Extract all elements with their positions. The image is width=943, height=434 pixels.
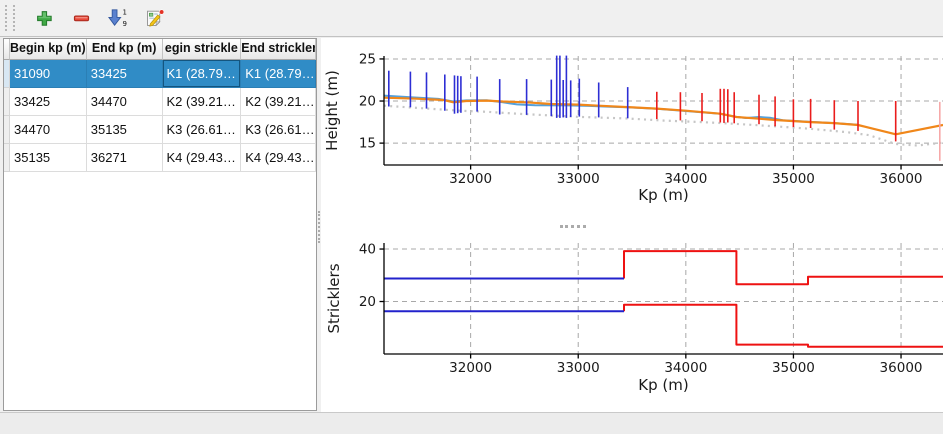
column-header-3[interactable]: End strickler (241, 39, 316, 60)
height-profile-chart: 32000 33000 34000 35000 36000 15 20 25 Kp (m) Hei… (323, 51, 943, 204)
panel-splitter-handle[interactable] (318, 211, 322, 243)
edit-icon (147, 8, 165, 27)
table-cell[interactable]: K1 (28.79… (241, 60, 316, 88)
svg-text:40: 40 (359, 242, 376, 258)
strickler-floodplain-unselected (623, 303, 943, 348)
stricklers-chart: 32000 33000 34000 35000 36000 20 40 Kp (m) Stric… (325, 242, 943, 394)
row-handle[interactable] (4, 144, 10, 172)
grid-lines (384, 56, 943, 165)
x-axis-label: Kp (m) (638, 376, 688, 394)
remove-row-button[interactable] (66, 3, 96, 33)
profile-orange-line (384, 96, 943, 136)
table-cell[interactable]: K4 (29.43… (241, 144, 316, 172)
svg-text:25: 25 (359, 51, 376, 67)
table-cell[interactable]: 34470 (86, 88, 163, 116)
edit-button[interactable] (140, 3, 170, 33)
table-cell[interactable]: 31090 (10, 60, 87, 88)
strickler-main-unselected (623, 250, 943, 286)
svg-text:32000: 32000 (449, 360, 492, 376)
svg-text:20: 20 (359, 94, 376, 110)
table-cell[interactable]: K3 (26.61… (241, 116, 316, 144)
row-handle[interactable] (4, 116, 10, 144)
sort-rows-button[interactable]: 1 9 (103, 3, 133, 33)
sort-numeric-icon: 1 9 (107, 9, 126, 28)
table-cell[interactable]: K3 (26.61… (162, 116, 242, 144)
table-cell[interactable]: K1 (28.79… (162, 60, 242, 88)
cross-sections-unselected (655, 88, 897, 142)
svg-text:33000: 33000 (557, 360, 600, 376)
table-cell[interactable]: K4 (29.43… (162, 144, 242, 172)
svg-text:35000: 35000 (772, 360, 815, 376)
table-row[interactable]: 35135 36271 K4 (29.43… K4 (29.43… (4, 144, 316, 172)
axis-ticks: 32000 33000 34000 35000 36000 20 40 (359, 242, 923, 376)
row-handle[interactable] (4, 60, 10, 88)
table-row[interactable]: 31090 33425 K1 (28.79… K1 (28.79… (4, 60, 316, 88)
x-axis-label: Kp (m) (638, 186, 688, 204)
table-cell[interactable]: 33425 (10, 88, 87, 116)
table-cell[interactable]: 34470 (10, 116, 87, 144)
grid-lines (384, 243, 943, 354)
column-header-2[interactable]: egin strickle (162, 39, 242, 60)
sort-top-number: 1 (122, 9, 126, 17)
table-cell[interactable]: 36271 (86, 144, 163, 172)
charts-panel: 32000 33000 34000 35000 36000 15 20 25 Kp (m) Hei… (321, 38, 943, 412)
axis-spines (383, 243, 943, 355)
toolbar: 1 9 (0, 0, 943, 37)
table-cell[interactable]: K2 (39.21… (241, 88, 316, 116)
charts-canvas: 32000 33000 34000 35000 36000 15 20 25 Kp (m) Hei… (323, 51, 943, 394)
svg-text:35000: 35000 (772, 171, 815, 187)
svg-text:32000: 32000 (449, 171, 492, 187)
add-row-button[interactable] (29, 3, 59, 33)
sort-bottom-number: 9 (122, 20, 126, 28)
svg-text:20: 20 (359, 294, 376, 310)
status-bar (0, 412, 943, 434)
y-axis-label: Stricklers (325, 263, 343, 333)
axis-spines (383, 56, 943, 166)
table-corner[interactable] (4, 39, 10, 60)
table-cell[interactable]: 35135 (10, 144, 87, 172)
axis-ticks: 32000 33000 34000 35000 36000 15 20 25 (359, 51, 923, 187)
svg-text:36000: 36000 (880, 360, 923, 376)
column-header-0[interactable]: Begin kp (m) (10, 39, 87, 60)
svg-text:33000: 33000 (557, 171, 600, 187)
y-axis-label: Height (m) (323, 70, 341, 151)
cross-sections-selected (388, 55, 629, 119)
table-cell[interactable]: K2 (39.21… (162, 88, 242, 116)
svg-text:34000: 34000 (664, 171, 707, 187)
table-row[interactable]: 33425 34470 K2 (39.21… K2 (39.21… (4, 88, 316, 116)
stricklers-table-panel: Begin kp (m) End kp (m) egin strickle End s… (3, 38, 317, 411)
column-header-1[interactable]: End kp (m) (86, 39, 163, 60)
svg-text:36000: 36000 (880, 171, 923, 187)
bed-profile-dotted (384, 104, 943, 147)
minus-icon (73, 15, 89, 21)
chart-splitter-handle[interactable] (560, 225, 586, 231)
table-row[interactable]: 34470 35135 K3 (26.61… K3 (26.61… (4, 116, 316, 144)
table-cell[interactable]: 33425 (86, 60, 163, 88)
svg-text:34000: 34000 (664, 360, 707, 376)
plus-icon (36, 10, 52, 26)
stricklers-table: Begin kp (m) End kp (m) egin strickle End s… (4, 39, 316, 172)
svg-text:15: 15 (359, 136, 376, 152)
row-handle[interactable] (4, 88, 10, 116)
table-cell[interactable]: 35135 (86, 116, 163, 144)
toolbar-grip[interactable] (5, 5, 15, 31)
